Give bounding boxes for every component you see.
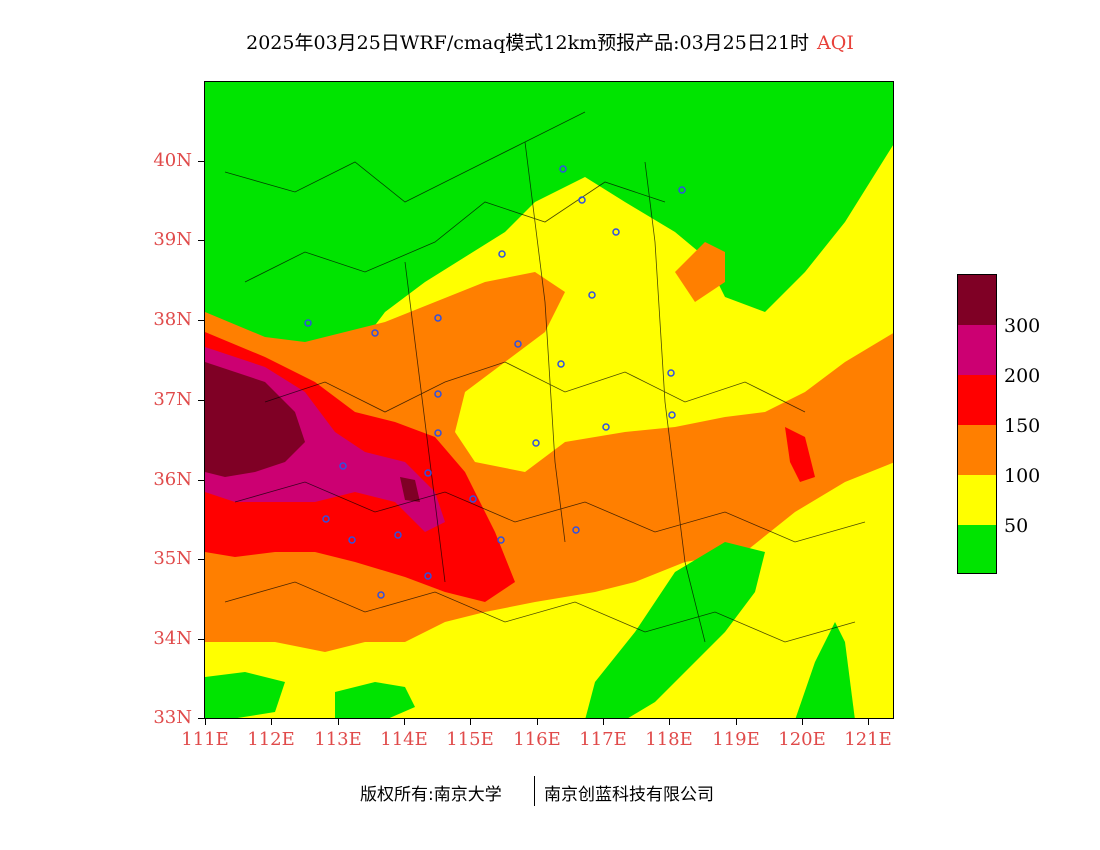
lon-label: 118E bbox=[645, 729, 693, 750]
lon-label: 112E bbox=[247, 729, 295, 750]
legend-swatch-magenta bbox=[958, 325, 996, 375]
lat-label: 40N bbox=[153, 150, 192, 171]
lat-label: 37N bbox=[153, 389, 192, 410]
lon-tick bbox=[205, 719, 206, 725]
lat-label: 34N bbox=[153, 628, 192, 649]
lon-label: 120E bbox=[778, 729, 826, 750]
zone-south-green-1 bbox=[585, 542, 765, 718]
title-main: 2025年03月25日WRF/cmaq模式12km预报产品:03月25日21时 bbox=[246, 32, 810, 54]
legend-swatch-yellow bbox=[958, 475, 996, 525]
lat-label: 33N bbox=[153, 707, 192, 728]
lat-tick bbox=[198, 400, 204, 401]
lat-tick bbox=[198, 559, 204, 560]
lon-label: 113E bbox=[314, 729, 362, 750]
lat-label: 39N bbox=[153, 229, 192, 250]
copyright-left: 版权所有:南京大学 bbox=[360, 785, 502, 805]
lon-label: 115E bbox=[446, 729, 494, 750]
lat-label: 35N bbox=[153, 548, 192, 569]
footer-separator bbox=[534, 776, 535, 806]
lon-tick bbox=[271, 719, 272, 725]
legend-label: 100 bbox=[1004, 465, 1041, 487]
legend-swatch-orange bbox=[958, 425, 996, 475]
lon-label: 116E bbox=[513, 729, 561, 750]
lon-label: 114E bbox=[380, 729, 428, 750]
lon-tick bbox=[470, 719, 471, 725]
lon-tick bbox=[537, 719, 538, 725]
lon-label: 111E bbox=[181, 729, 229, 750]
lon-tick bbox=[404, 719, 405, 725]
zone-south-green-2 bbox=[795, 622, 855, 718]
city-markers bbox=[304, 165, 686, 599]
lat-label: 38N bbox=[153, 309, 192, 330]
lon-tick bbox=[802, 719, 803, 725]
aqi-map bbox=[204, 81, 894, 719]
zone-south-green-4 bbox=[335, 682, 415, 718]
legend-label: 300 bbox=[1004, 315, 1041, 337]
aqi-legend bbox=[957, 274, 997, 574]
admin-boundaries bbox=[224, 111, 866, 643]
aqi-map-svg bbox=[205, 82, 893, 718]
lon-tick bbox=[338, 719, 339, 725]
zone-south-green-3 bbox=[205, 672, 285, 718]
lat-tick bbox=[198, 161, 204, 162]
zone-maroon-spot bbox=[400, 477, 420, 502]
copyright-right: 南京创蓝科技有限公司 bbox=[544, 785, 714, 805]
zone-red-east bbox=[785, 427, 815, 482]
lat-tick bbox=[198, 320, 204, 321]
legend-label: 200 bbox=[1004, 365, 1041, 387]
lon-label: 119E bbox=[712, 729, 760, 750]
lat-tick bbox=[198, 240, 204, 241]
lat-tick bbox=[198, 480, 204, 481]
zone-north-green bbox=[205, 82, 893, 402]
lon-tick bbox=[736, 719, 737, 725]
lon-tick bbox=[669, 719, 670, 725]
legend-swatch-red bbox=[958, 375, 996, 425]
legend-swatch-maroon bbox=[958, 275, 996, 325]
lat-tick bbox=[198, 718, 204, 719]
zone-maroon-core bbox=[205, 362, 305, 477]
legend-label: 150 bbox=[1004, 415, 1041, 437]
lon-tick bbox=[868, 719, 869, 725]
lat-tick bbox=[198, 639, 204, 640]
legend-label: 50 bbox=[1004, 515, 1029, 537]
zone-east-orange bbox=[675, 242, 725, 302]
title-product: AQI bbox=[817, 32, 854, 54]
lon-tick bbox=[603, 719, 604, 725]
lon-label: 121E bbox=[844, 729, 892, 750]
lon-label: 117E bbox=[579, 729, 627, 750]
lat-label: 36N bbox=[153, 469, 192, 490]
chart-title: 2025年03月25日WRF/cmaq模式12km预报产品:03月25日21时 A… bbox=[0, 28, 1100, 55]
legend-swatch-green bbox=[958, 525, 996, 573]
